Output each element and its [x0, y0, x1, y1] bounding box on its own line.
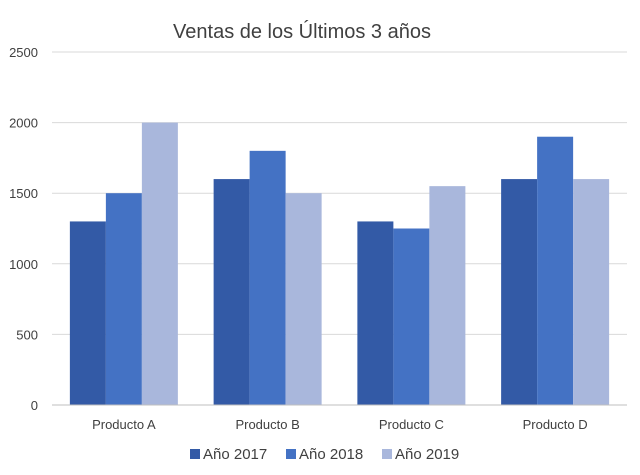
x-tick-label: Producto A [92, 417, 156, 432]
legend-label: Año 2019 [395, 446, 459, 463]
legend-swatch [286, 449, 296, 459]
bars [69, 122, 610, 405]
bar [69, 221, 106, 405]
bar [105, 193, 142, 405]
x-tick-label: Producto D [523, 417, 588, 432]
bar [537, 136, 574, 405]
y-tick-label: 0 [31, 398, 38, 413]
x-tick-label: Producto C [379, 417, 444, 432]
chart-title: Ventas de los Últimos 3 años [173, 20, 431, 43]
bar [429, 186, 466, 405]
legend-swatch [190, 449, 200, 459]
bar [501, 179, 538, 405]
bar [141, 122, 178, 405]
legend-label: Año 2018 [299, 446, 363, 463]
x-tick-label: Producto B [235, 417, 299, 432]
legend-swatch [382, 449, 392, 459]
bar [249, 150, 286, 405]
bar [285, 193, 322, 405]
y-tick-label: 1500 [9, 186, 38, 201]
bar [573, 179, 610, 405]
y-axis-tick-labels: 0 500 1000 1500 2000 2500 [9, 45, 38, 413]
y-tick-label: 1000 [9, 257, 38, 272]
bar [393, 228, 430, 405]
y-tick-label: 2500 [9, 45, 38, 60]
y-tick-label: 500 [16, 327, 38, 342]
bar [213, 179, 250, 405]
y-tick-label: 2000 [9, 116, 38, 131]
legend: Año 2017 Año 2018 Año 2019 [190, 446, 459, 463]
legend-label: Año 2017 [203, 446, 267, 463]
bar [357, 221, 394, 405]
x-axis-tick-labels: Producto A Producto B Producto C Producto D [92, 417, 588, 432]
